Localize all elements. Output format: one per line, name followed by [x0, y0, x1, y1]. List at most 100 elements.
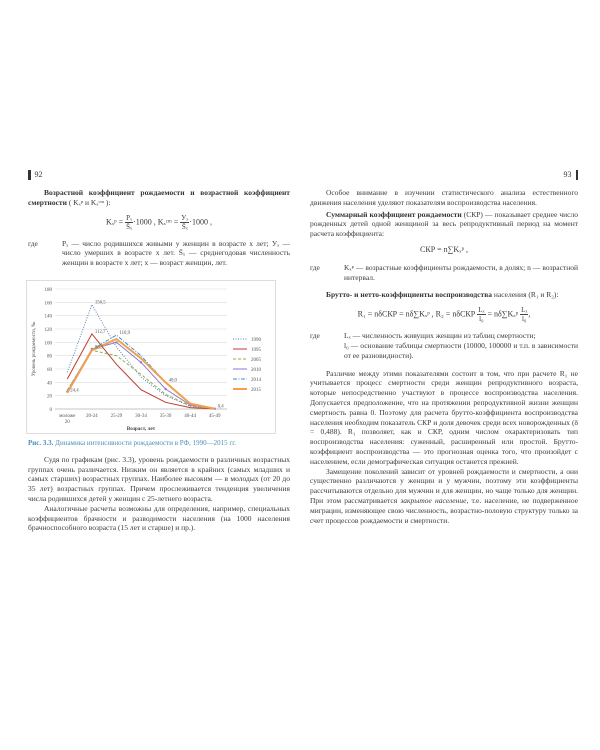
numerator: Lₓ	[477, 306, 486, 316]
formula-part: R₁ = nδСКР = nδ∑Kₓᵖ , R₂ = nδСКР	[357, 309, 476, 319]
where-label: где	[310, 262, 320, 272]
series-line-1995	[66, 332, 215, 410]
denominator: l₀	[479, 315, 484, 324]
x-tick-label: 20	[65, 420, 71, 425]
legend-label: 2005	[251, 358, 262, 363]
y-tick-label: 60	[47, 368, 53, 373]
where-text: Lₓ — численность живущих женщин из табли…	[344, 331, 578, 360]
caption-text: Динамика интенсивности рождаемости в РФ,…	[53, 438, 237, 447]
y-tick-label: 140	[45, 315, 53, 320]
term: Брутто- и нетто-коэффициенты воспроизвод…	[326, 290, 492, 300]
x-tick-label: 35-39	[160, 414, 172, 419]
data-label: 0,4	[218, 405, 225, 410]
series-line-2015	[66, 337, 215, 410]
x-tick-label: 20-24	[86, 414, 98, 419]
where-label: где	[28, 238, 38, 248]
page-number-text: 93	[563, 170, 572, 180]
where-line: l₀ — основание таблицы смертности (10000…	[344, 340, 578, 360]
section-heading: Возрастной коэффициент рождаемости и воз…	[28, 188, 290, 207]
paragraph: Аналогичные расчеты возможны для определ…	[28, 503, 290, 533]
left-page: 92 Возрастной коэффициент рождаемости и …	[26, 168, 290, 533]
page-number-left: 92	[28, 168, 290, 182]
fertility-chart: 0 20 40 60 80 100 120 140 160 180 моложе 20 20-24 25-…	[26, 279, 276, 434]
numerator: Lₓ	[520, 306, 529, 316]
page-marker	[28, 170, 31, 180]
page-marker	[575, 170, 578, 180]
legend-label: 2010	[251, 368, 262, 373]
y-tick-label: 100	[45, 341, 53, 346]
formula-reproduction: R₁ = nδСКР = nδ∑Kₓᵖ , R₂ = nδСКР Lₓ l₀ = …	[310, 306, 578, 323]
numerator: Уₓ	[180, 213, 190, 223]
y-tick-label: 180	[45, 288, 53, 293]
x-tick-label: моложе	[59, 414, 76, 419]
denominator: S̄ₓ	[126, 222, 133, 231]
where-line: Lₓ — численность живущих женщин из табли…	[344, 331, 536, 341]
y-tick-label: 40	[47, 381, 53, 386]
formula-legend: где Kₓᵖ — возрастные коэффициенты рождае…	[310, 263, 578, 283]
where-text: Kₓᵖ — возрастные коэффициенты рождаемост…	[344, 262, 578, 282]
x-axis-label: Возраст, лет	[127, 426, 156, 432]
x-tick-label: 45-49	[209, 414, 221, 419]
y-tick-label: 80	[47, 355, 53, 360]
numerator: Pₓ	[125, 213, 134, 223]
legend-label: 1990	[251, 338, 262, 343]
legend-label: 2015	[251, 388, 262, 393]
x-tick-label: 40-44	[184, 414, 196, 419]
legend-label: 2014	[251, 378, 262, 383]
y-tick-label: 160	[45, 301, 53, 306]
paragraph: Особое внимание в изучении статистическо…	[310, 188, 578, 207]
right-page: 93 Особое внимание в изучении статистиче…	[310, 168, 578, 525]
x-tick-label: 30-34	[135, 414, 147, 419]
text-run: , т.е. население, не подверженное миграц…	[310, 495, 578, 525]
heading-tail: ( Kₓᵖ и Kₓᶜᵐ ):	[66, 197, 111, 207]
paragraph: Брутто- и нетто-коэффициенты воспроизвод…	[310, 290, 578, 300]
paragraph: Различие между этими показателями состои…	[310, 368, 578, 466]
page-number-right: 93	[310, 168, 578, 182]
paragraph: Замещение поколений зависит от уровней р…	[310, 467, 578, 526]
data-point-2010	[139, 361, 143, 364]
fraction: Lₓ l₀	[520, 306, 529, 324]
data-point-2010	[164, 387, 167, 391]
data-label: 24,4	[70, 389, 79, 394]
caption-label: Рис. 3.3.	[28, 438, 54, 447]
where-text: Pₓ — число родившихся живыми у женщин в …	[62, 238, 290, 268]
y-tick-label: 0	[50, 408, 53, 413]
paragraph: Судя по графикам (рис. 3.3), уровень рож…	[28, 454, 290, 503]
data-label: 156,5	[95, 301, 106, 306]
formula-part: ,	[528, 309, 531, 319]
denominator: S̄ₓ	[181, 222, 188, 231]
term: Суммарный коэффициент рождаемости	[326, 209, 462, 219]
formula-age-coefficients: Kₓᵖ = Pₓ S̄ₓ ·1000 , Kₓᶜᵐ = Уₓ S̄ₓ ·1000 ,	[28, 214, 290, 231]
figure-caption: Рис. 3.3. Динамика интенсивности рождаем…	[28, 439, 290, 449]
fraction: Pₓ S̄ₓ	[125, 213, 134, 231]
formula-part: ·1000 ,	[189, 216, 212, 226]
term-definition: (СКР) — показывает среднее число рожденн…	[310, 209, 579, 239]
data-label: 112,7	[95, 330, 106, 335]
italic-term: закрытое население	[400, 495, 467, 505]
fraction: Уₓ S̄ₓ	[180, 213, 190, 231]
page-number-text: 92	[34, 170, 43, 180]
data-label: 40,0	[169, 378, 178, 383]
series-line-2010	[66, 341, 215, 410]
y-axis-label: Уровень рождаемости, ‰	[32, 322, 37, 377]
legend-label: 1995	[251, 348, 262, 353]
x-tick-label: 25-29	[111, 414, 123, 419]
text-run: Замещение поколений зависит от уровней р…	[310, 466, 578, 505]
data-point-2010	[115, 341, 118, 344]
formula-legend: где Lₓ — численность живущих женщин из т…	[310, 331, 578, 360]
formula-legend: где Pₓ — число родившихся живыми у женщи…	[28, 239, 290, 268]
formula-part: Kₓᵖ =	[106, 216, 124, 226]
y-tick-label: 120	[45, 328, 53, 333]
series-line-2014	[66, 334, 215, 410]
formula-part: = nδ∑Kₓᵖ	[487, 309, 519, 319]
y-tick-label: 20	[47, 395, 53, 400]
data-label: 88,9	[95, 346, 104, 351]
where-label: где	[310, 331, 320, 341]
term-definition: населения (R₁ и R₂):	[492, 290, 559, 300]
formula-part: ·1000 , Kₓᶜᵐ =	[133, 216, 179, 226]
paragraph: Суммарный коэффициент рождаемости (СКР) …	[310, 210, 578, 239]
series-line-1990	[66, 303, 215, 410]
denominator: l₀	[522, 315, 527, 324]
data-label: 110,9	[119, 331, 130, 336]
